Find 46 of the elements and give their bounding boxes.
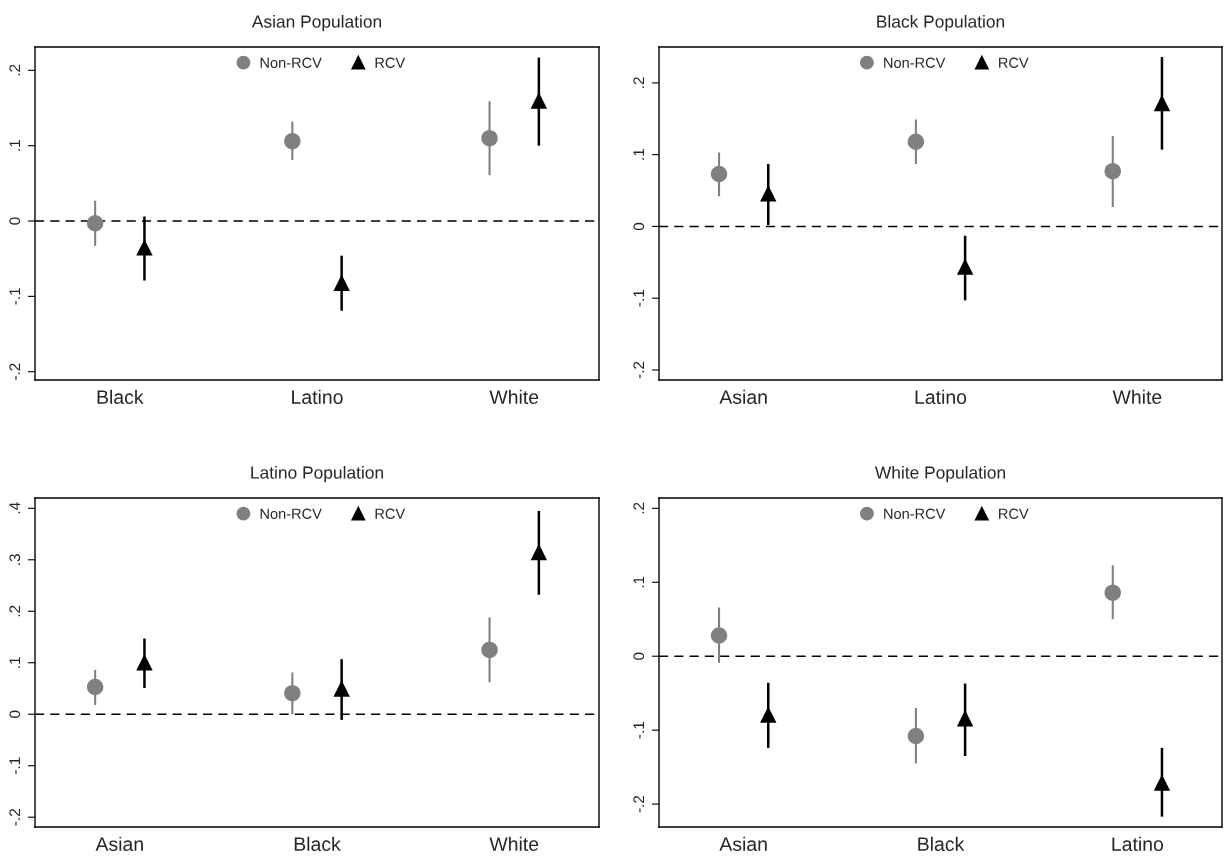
y-tick-label: -.2 [9,809,21,826]
legend-label: Non-RCV [260,57,322,68]
y-tick-label: .2 [9,605,21,617]
y-tick-label: -.1 [633,721,645,739]
y-tick-label: 0 [633,652,645,660]
legend-label: RCV [999,57,1029,68]
y-tick-label: 0 [9,710,21,718]
legend-label: Non-RCV [884,508,946,519]
y-tick-label: .4 [9,502,21,514]
y-tick-label: 0 [633,222,645,231]
y-tick-label: 0 [9,217,21,225]
y-tick-label: -.1 [633,290,645,307]
legend-label: RCV [375,508,406,519]
chart-title: White Population [874,465,1005,483]
y-tick-label: .1 [9,657,21,668]
y-tick-label: .2 [633,502,645,514]
x-tick-label: Asian [719,389,767,404]
legend-label: Non-RCV [260,508,322,519]
y-tick-label: .2 [633,77,645,88]
x-tick-label: Asian [719,836,767,851]
x-tick-label: Latino [915,389,967,404]
x-tick-label: Asian [95,836,143,851]
x-tick-label: White [489,836,539,851]
y-tick-label: .1 [9,140,21,151]
legend-label: Non-RCV [884,57,946,68]
y-tick-label: .1 [633,149,645,160]
y-tick-label: -.2 [633,795,645,813]
legend-label: RCV [999,508,1029,519]
x-tick-label: Black [918,836,965,851]
x-tick-label: Latino [292,389,343,404]
chart-title: Black Population [877,14,1005,32]
chart-title: Asian Population [251,14,382,32]
y-tick-label: -.1 [9,757,21,774]
x-tick-label: Black [294,836,341,851]
x-tick-label: Black [97,389,144,404]
legend-label: RCV [375,57,406,68]
y-tick-label: -.1 [9,288,21,305]
y-tick-label: .2 [9,64,21,76]
y-tick-label: .1 [633,576,645,588]
chart-title: Latino Population [251,465,383,483]
y-tick-label: .3 [9,554,21,565]
y-tick-label: -.2 [9,363,21,380]
x-tick-label: Latino [1112,836,1164,851]
x-tick-label: White [1112,389,1162,404]
x-tick-label: White [489,389,539,404]
y-tick-label: -.2 [633,361,645,379]
